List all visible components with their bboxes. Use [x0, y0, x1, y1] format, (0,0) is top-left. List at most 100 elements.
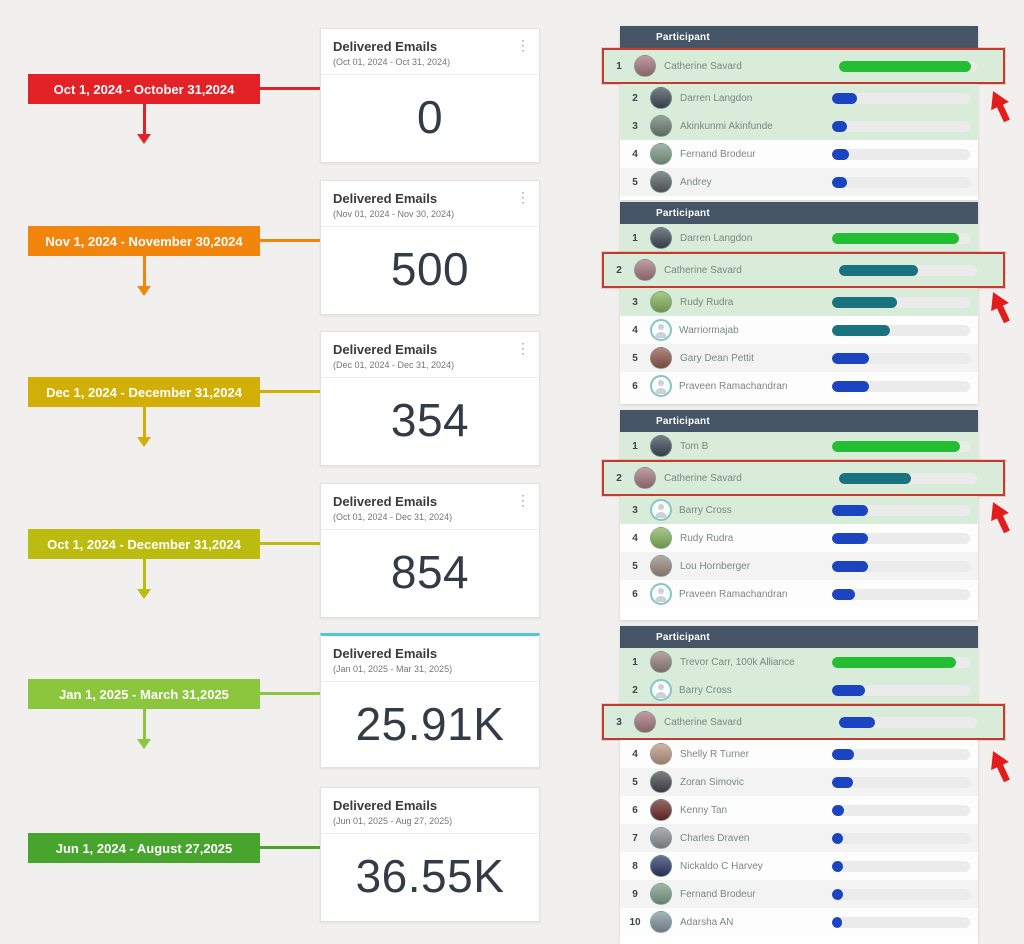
- participant-name: Darren Langdon: [680, 232, 753, 244]
- progress-bar-track: [839, 60, 977, 72]
- participant-name: Kenny Tan: [680, 804, 728, 816]
- annotation-arrow-icon: [982, 496, 1019, 539]
- kebab-menu-icon[interactable]: ⋮: [516, 189, 530, 205]
- participant-name: Praveen Ramachandran: [679, 588, 788, 600]
- rank-cell: 6: [632, 588, 638, 600]
- progress-bar-fill: [832, 832, 844, 844]
- progress-bar-track: [832, 296, 970, 308]
- arrow-shaft: [142, 104, 146, 134]
- table-row[interactable]: 10 Adarsha AN: [620, 908, 978, 936]
- table-row[interactable]: 2 Darren Langdon: [620, 84, 978, 112]
- avatar: [650, 319, 672, 341]
- rank-cell: 4: [632, 148, 638, 160]
- table-row[interactable]: 4 Shelly R Turner: [620, 740, 978, 768]
- table-row[interactable]: 7 Charles Draven: [620, 824, 978, 852]
- progress-bar-fill: [832, 380, 870, 392]
- metric-card: Delivered Emails (Oct 01, 2024 - Dec 31, …: [320, 483, 540, 618]
- table-row[interactable]: 6 Kenny Tan: [620, 796, 978, 824]
- metric-value: 854: [390, 546, 470, 598]
- progress-bar-fill: [832, 588, 856, 600]
- avatar: [650, 771, 672, 793]
- highlighted-row[interactable]: 3 Catherine Savard: [602, 704, 1005, 740]
- progress-bar-fill: [839, 472, 911, 484]
- participant-name: Nickaldo C Harvey: [680, 860, 763, 872]
- connector-line: [260, 692, 320, 695]
- avatar: [650, 499, 672, 521]
- card-title: Delivered Emails: [333, 342, 438, 357]
- progress-bar-fill: [832, 148, 849, 160]
- avatar: [650, 115, 672, 137]
- participant-name: Catherine Savard: [664, 264, 742, 276]
- rank-cell: 3: [632, 120, 638, 132]
- highlighted-row[interactable]: 2 Catherine Savard: [602, 460, 1005, 496]
- rank-cell: 1: [616, 60, 622, 72]
- table-row[interactable]: 6 Praveen Ramachandran: [620, 372, 978, 400]
- rank-cell: 7: [632, 832, 638, 844]
- participant-column-header: Participant: [620, 626, 978, 648]
- progress-bar-track: [832, 804, 970, 816]
- down-arrow-icon: [137, 559, 151, 599]
- progress-bar-track: [832, 748, 970, 760]
- table-row[interactable]: 4 Rudy Rudra: [620, 524, 978, 552]
- avatar: [650, 227, 672, 249]
- avatar: [650, 347, 672, 369]
- table-row[interactable]: 5 Andrey: [620, 168, 978, 196]
- table-row[interactable]: 8 Nickaldo C Harvey: [620, 852, 978, 880]
- card-date-range: (Oct 01, 2024 - Oct 31, 2024): [333, 57, 451, 67]
- progress-bar-track: [832, 916, 970, 928]
- rank-cell: 2: [632, 684, 638, 696]
- avatar: [650, 143, 672, 165]
- card-header: Delivered Emails (Oct 01, 2024 - Dec 31, …: [321, 484, 539, 530]
- rank-cell: 1: [632, 440, 638, 452]
- table-row[interactable]: 4 Warriormajab: [620, 316, 978, 344]
- participant-name: Catherine Savard: [664, 716, 742, 728]
- avatar: [634, 467, 656, 489]
- rank-cell: 4: [632, 532, 638, 544]
- table-row[interactable]: 1 Trevor Carr, 100k Alliance: [620, 648, 978, 676]
- table-row[interactable]: 4 Fernand Brodeur: [620, 140, 978, 168]
- annotation-arrow-icon: [982, 745, 1019, 788]
- participant-name: Catherine Savard: [664, 60, 742, 72]
- table-row[interactable]: 5 Zoran Simovic: [620, 768, 978, 796]
- arrow-head: [137, 134, 151, 144]
- table-row[interactable]: 3 Akinkunmi Akinfunde: [620, 112, 978, 140]
- metric-value: 0: [416, 91, 444, 143]
- progress-bar-track: [832, 148, 970, 160]
- kebab-menu-icon[interactable]: ⋮: [516, 340, 530, 356]
- participant-name: Shelly R Turner: [680, 748, 749, 760]
- connector-line: [260, 846, 320, 849]
- card-date-range: (Oct 01, 2024 - Dec 31, 2024): [333, 512, 453, 522]
- table-row[interactable]: 2 Barry Cross: [620, 676, 978, 704]
- arrow-shaft: [142, 407, 146, 437]
- table-row[interactable]: 1 Darren Langdon: [620, 224, 978, 252]
- highlighted-row[interactable]: 2 Catherine Savard: [602, 252, 1005, 288]
- progress-bar-fill: [839, 716, 875, 728]
- progress-bar-fill: [832, 120, 848, 132]
- avatar: [650, 911, 672, 933]
- progress-bar-track: [832, 532, 970, 544]
- kebab-menu-icon[interactable]: ⋮: [516, 492, 530, 508]
- highlighted-row[interactable]: 1 Catherine Savard: [602, 48, 1005, 84]
- participant-name: Rudy Rudra: [680, 296, 734, 308]
- progress-bar-fill: [832, 684, 866, 696]
- progress-bar-track: [832, 504, 970, 516]
- card-header: Delivered Emails (Dec 01, 2024 - Dec 31, …: [321, 332, 539, 378]
- progress-bar-track: [832, 92, 970, 104]
- avatar: [650, 651, 672, 673]
- avatar: [650, 375, 672, 397]
- avatar: [650, 743, 672, 765]
- table-row[interactable]: 5 Lou Hornberger: [620, 552, 978, 580]
- table-row[interactable]: 3 Barry Cross: [620, 496, 978, 524]
- table-row[interactable]: 3 Rudy Rudra: [620, 288, 978, 316]
- participant-column-header: Participant: [620, 410, 978, 432]
- avatar: [650, 827, 672, 849]
- table-row[interactable]: 6 Praveen Ramachandran: [620, 580, 978, 608]
- participant-column-header: Participant: [620, 26, 978, 48]
- card-header: Delivered Emails (Jun 01, 2025 - Aug 27, …: [321, 788, 539, 834]
- metric-card: Delivered Emails (Dec 01, 2024 - Dec 31, …: [320, 331, 540, 466]
- rank-cell: 10: [629, 916, 641, 928]
- table-row[interactable]: 9 Fernand Brodeur: [620, 880, 978, 908]
- table-row[interactable]: 5 Gary Dean Pettit: [620, 344, 978, 372]
- table-row[interactable]: 1 Tom B: [620, 432, 978, 460]
- kebab-menu-icon[interactable]: ⋮: [516, 37, 530, 53]
